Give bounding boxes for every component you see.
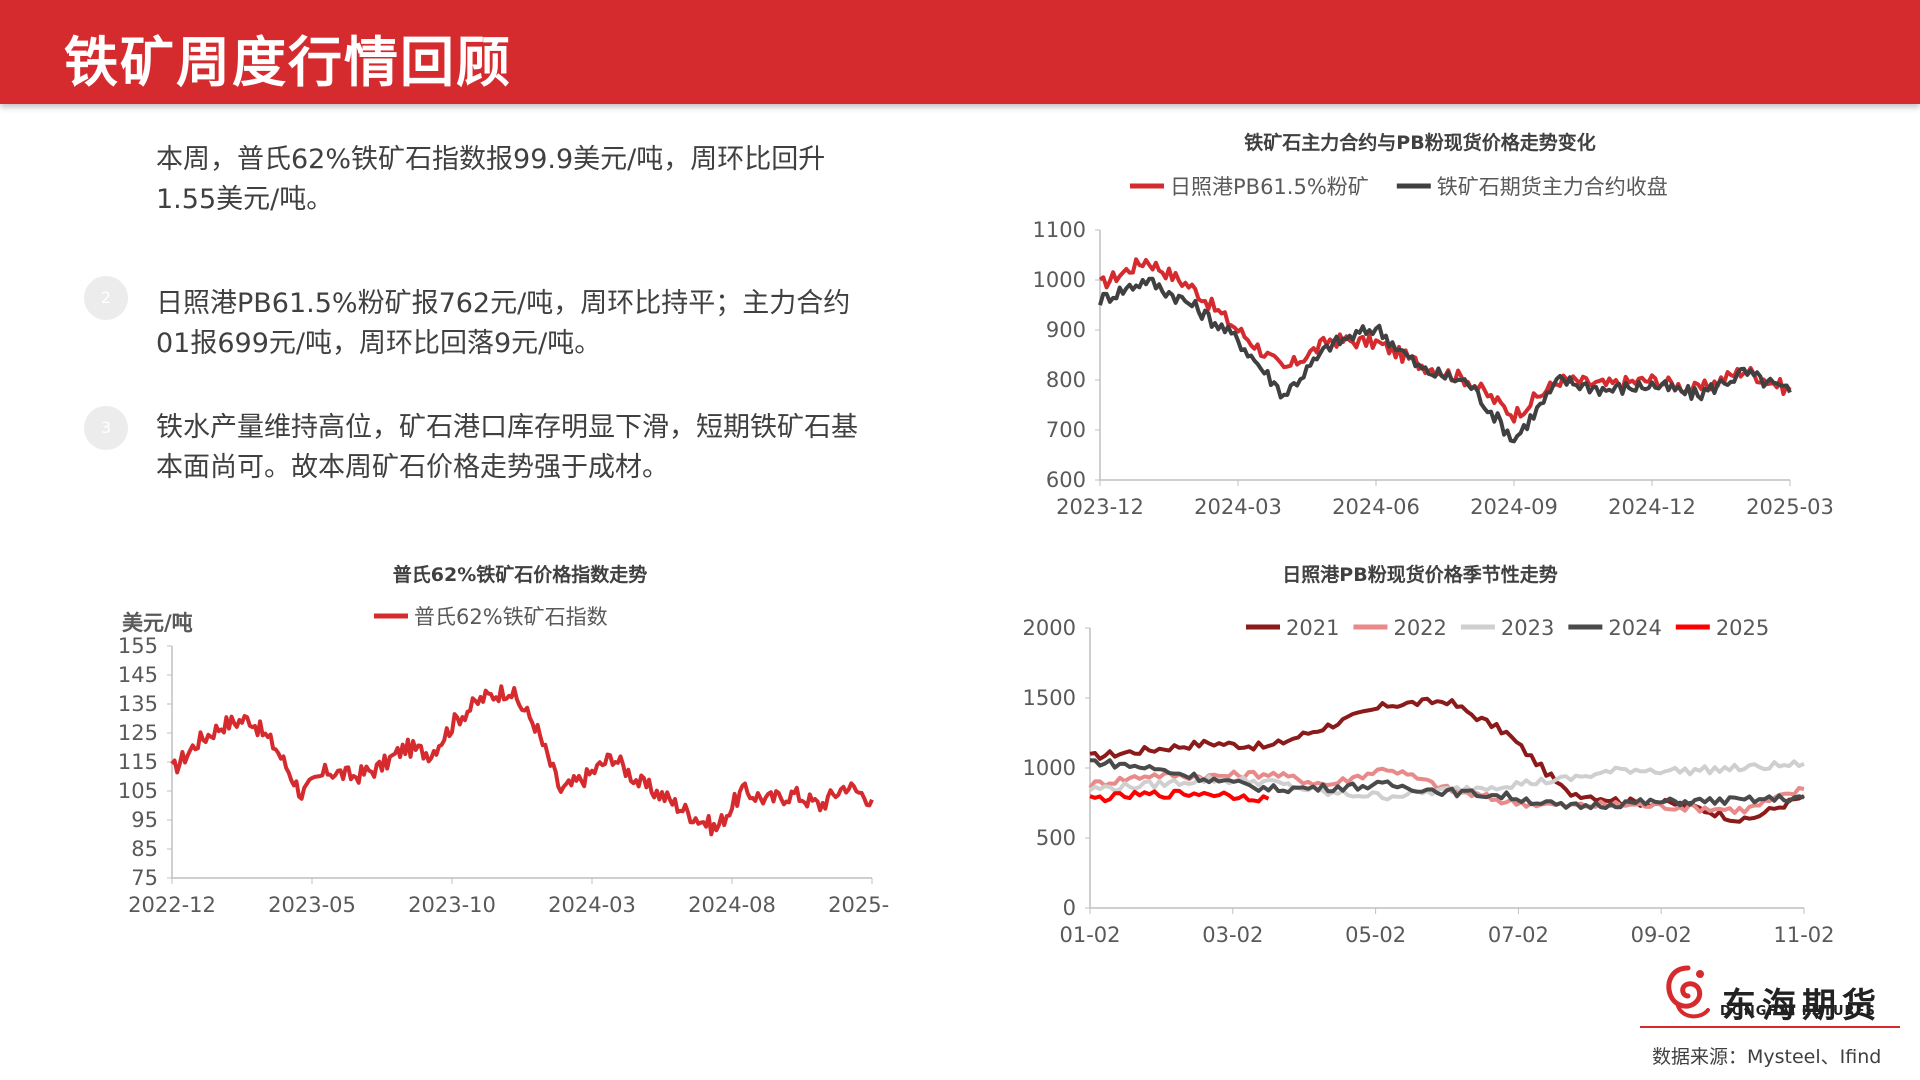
series-line-普氏62%铁矿石指数 <box>170 684 874 837</box>
dragon-logo-icon <box>1666 965 1710 1019</box>
x-tick-label: 2024-09 <box>1470 495 1558 519</box>
y-tick-label: 85 <box>131 837 158 861</box>
chart-platts-index: 75 85 95 105 115 125 135 145 155 2022-12 2023-05 20… <box>118 605 890 917</box>
chart-title-platts: 普氏62%铁矿石价格指数走势 <box>392 564 648 586</box>
x-tick-label: 03-02 <box>1202 923 1263 947</box>
x-tick-label: 2024-12 <box>1608 495 1696 519</box>
x-tick-label: 2025-01 <box>828 893 890 917</box>
x-tick-label: 01-02 <box>1059 923 1120 947</box>
bullet-text-2: 日照港PB61.5%粉矿报762元/吨，周环比持平；主力合约01报699元/吨，… <box>156 288 851 359</box>
footer-divider <box>1640 1026 1900 1028</box>
y-tick-label: 95 <box>131 808 158 832</box>
y-tick-label: 1100 <box>1033 218 1086 242</box>
y-tick-label: 1000 <box>1023 756 1076 780</box>
y-tick-label: 600 <box>1046 468 1086 492</box>
bullet-number-3: 3 <box>84 406 128 450</box>
x-tick-label: 2024-03 <box>548 893 636 917</box>
x-tick-label: 2023-12 <box>1056 495 1144 519</box>
page-title: 铁矿周度行情回顾 <box>64 31 512 94</box>
y-tick-label: 700 <box>1046 418 1086 442</box>
legend-label: 普氏62%铁矿石指数 <box>414 605 608 629</box>
y-tick-label: 155 <box>118 634 158 658</box>
x-tick-label: 07-02 <box>1488 923 1549 947</box>
x-tick-label: 2022-12 <box>128 893 216 917</box>
bullet-text-1: 本周，普氏62%铁矿石指数报99.9美元/吨，周环比回升1.55美元/吨。 <box>156 144 826 215</box>
legend-label: 日照港PB61.5%粉矿 <box>1170 175 1369 199</box>
logo-text-en: DONGHAI FUTURES <box>1720 1004 1876 1019</box>
x-tick-label: 2024-06 <box>1332 495 1420 519</box>
data-source: 数据来源：Mysteel、Ifind <box>1652 1046 1882 1068</box>
y-tick-label: 75 <box>131 866 158 890</box>
x-tick-label: 05-02 <box>1345 923 1406 947</box>
y-tick-label: 115 <box>118 750 158 774</box>
y-tick-label: 105 <box>118 779 158 803</box>
x-tick-label: 2025-03 <box>1746 495 1834 519</box>
y-tick-label: 145 <box>118 663 158 687</box>
series-line-日照港PB61.5%粉矿 <box>1098 257 1792 424</box>
y-tick-label: 135 <box>118 692 158 716</box>
legend-label: 铁矿石期货主力合约收盘 <box>1437 175 1668 199</box>
x-tick-label: 2023-10 <box>408 893 496 917</box>
y-axis-title: 美元/吨 <box>122 611 193 635</box>
bullet-number-2: 2 <box>84 276 128 320</box>
x-tick-label: 2024-03 <box>1194 495 1282 519</box>
series-line-2024 <box>1089 758 1805 811</box>
chart-pb-vs-futures: 600 700 800 900 1000 1100 2023-12 2024-03 2024-0… <box>1033 175 1834 519</box>
y-tick-label: 900 <box>1046 318 1086 342</box>
y-tick-label: 125 <box>118 721 158 745</box>
legend-label: 2022 <box>1393 616 1446 640</box>
series-line-铁矿石期货主力合约收盘 <box>1098 276 1792 444</box>
bullet-text-3: 铁水产量维持高位，矿石港口库存明显下滑，短期铁矿石基本面尚可。故本周矿石价格走势… <box>156 412 858 483</box>
header-bar: 铁矿周度行情回顾 <box>0 0 1920 104</box>
legend-label: 2023 <box>1501 616 1554 640</box>
series-line-2021 <box>1089 696 1805 824</box>
x-tick-label: 2023-05 <box>268 893 356 917</box>
legend-label: 2025 <box>1716 616 1769 640</box>
y-tick-label: 0 <box>1063 896 1076 920</box>
legend-label: 2024 <box>1608 616 1661 640</box>
x-tick-label: 2024-08 <box>688 893 776 917</box>
y-tick-label: 2000 <box>1023 616 1076 640</box>
x-tick-label: 11-02 <box>1773 923 1834 947</box>
chart-title-pb-vs-futures: 铁矿石主力合约与PB粉现货价格走势变化 <box>1244 132 1596 154</box>
chart-pb-seasonal: 0 500 1000 1500 2000 01-02 03-02 05-02 07-02 09-0… <box>1023 616 1835 947</box>
series-line-2023 <box>1088 759 1805 802</box>
x-tick-label: 09-02 <box>1631 923 1692 947</box>
y-tick-label: 1000 <box>1033 268 1086 292</box>
y-tick-label: 500 <box>1036 826 1076 850</box>
logo-text-cn: 东海期货 <box>1722 986 1882 1026</box>
series-line-2025 <box>1089 788 1270 804</box>
legend-label: 2021 <box>1286 616 1339 640</box>
y-tick-label: 1500 <box>1023 686 1076 710</box>
y-tick-label: 800 <box>1046 368 1086 392</box>
chart-title-seasonal: 日照港PB粉现货价格季节性走势 <box>1282 564 1558 586</box>
